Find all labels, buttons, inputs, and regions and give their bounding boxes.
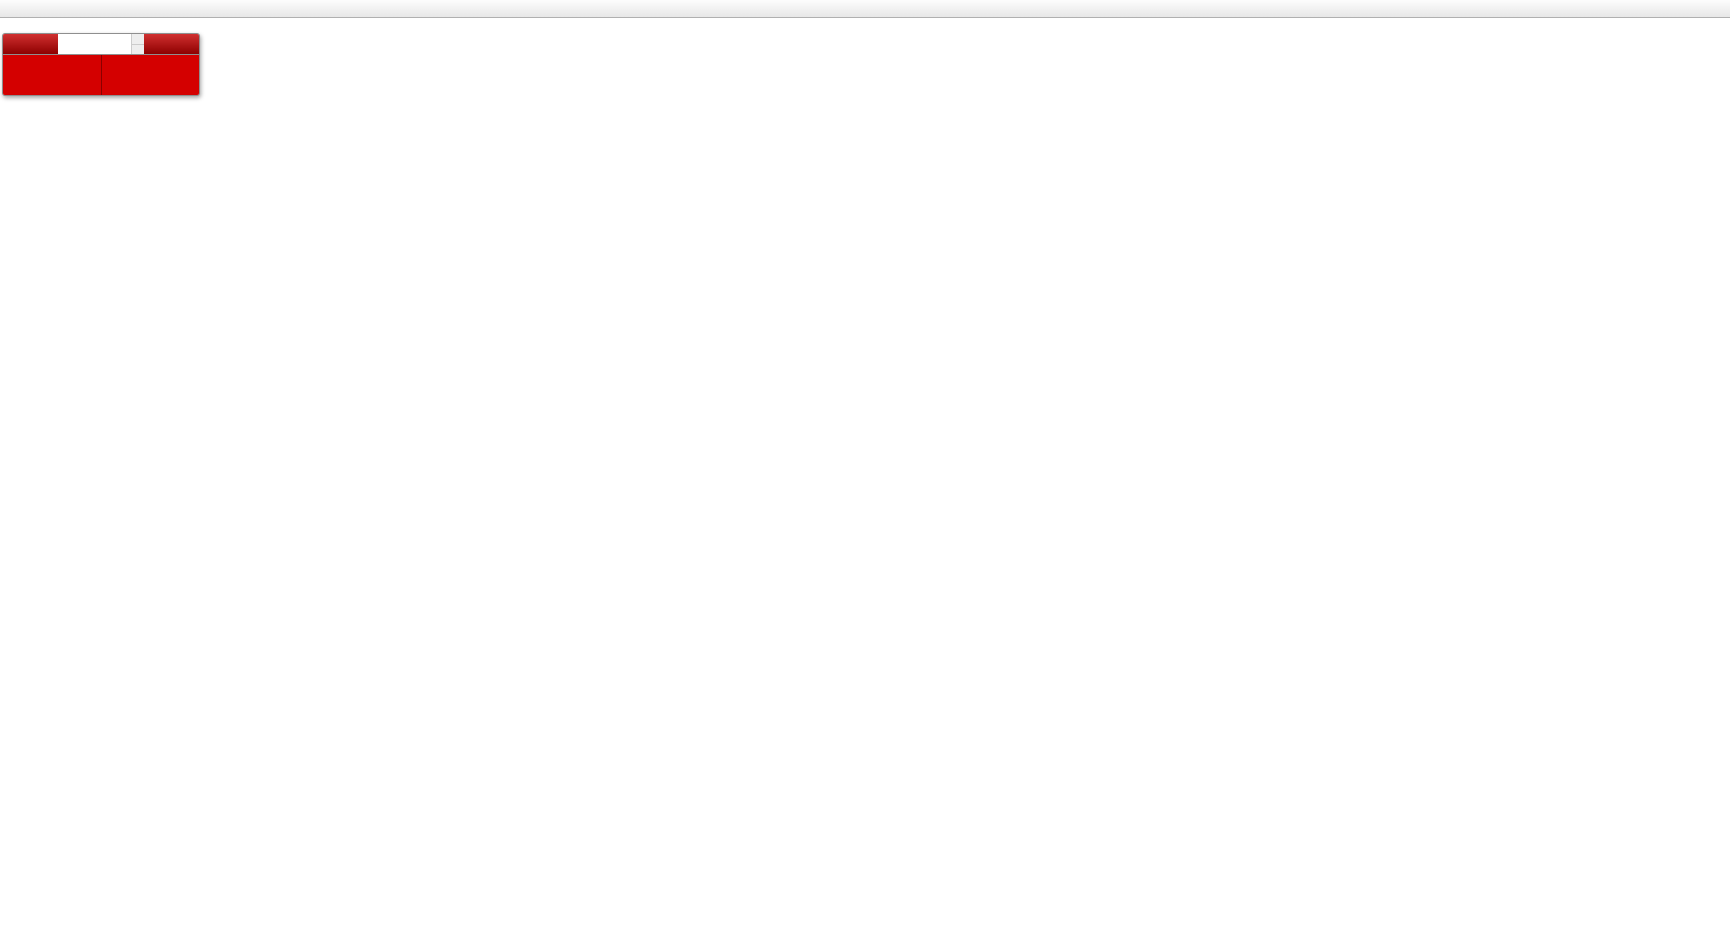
quote-prices-row [3,55,199,95]
volume-steppers [131,34,144,54]
macd-indicator-label [5,585,14,596]
volume-control [58,34,144,54]
volume-increase-button[interactable] [132,34,144,45]
toolbar [0,0,1730,18]
chart-title [5,21,11,32]
one-click-trading-widget [2,33,200,96]
volume-input[interactable] [58,34,131,54]
volume-decrease-button[interactable] [132,44,144,54]
order-controls-row [3,34,199,55]
buy-price-display[interactable] [102,55,200,95]
rsi-indicator-label [5,744,10,755]
buy-button[interactable] [144,34,199,54]
sell-price-display[interactable] [3,55,102,95]
sell-button[interactable] [3,34,58,54]
